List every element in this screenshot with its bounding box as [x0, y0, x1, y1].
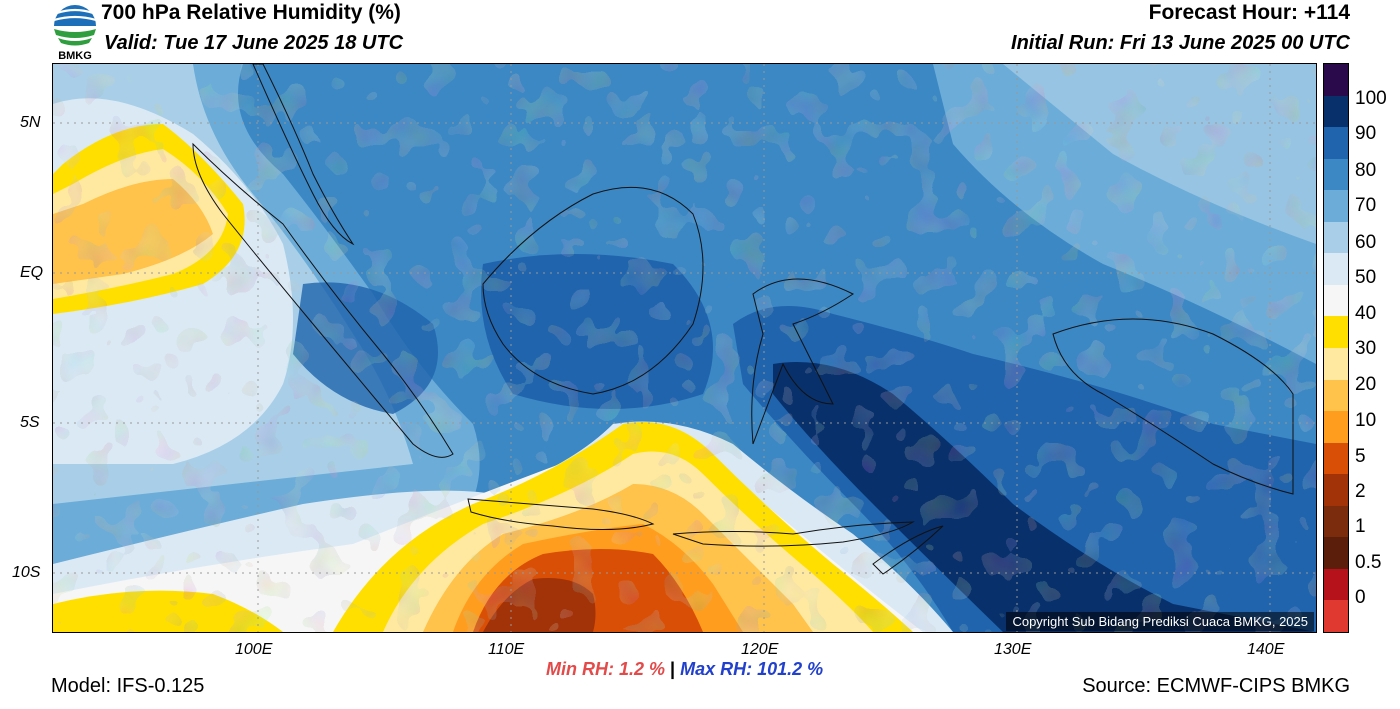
colorbar-label: 1 [1355, 516, 1366, 537]
lon-tick-140e: 140E [1247, 641, 1285, 658]
colorbar-segment [1324, 316, 1348, 349]
initial-run: Initial Run: Fri 13 June 2025 00 UTC [1011, 32, 1350, 54]
bmkg-logo-icon: BMKG [53, 5, 97, 62]
colorbar-label: 90 [1355, 123, 1377, 144]
colorbar-segment [1324, 158, 1348, 191]
colorbar-label: 2 [1355, 481, 1366, 502]
min-rh: Min RH: 1.2 % [546, 659, 666, 679]
model-label: Model: IFS-0.125 [51, 675, 205, 697]
colorbar-segment [1324, 284, 1348, 317]
colorbar-segment [1324, 379, 1348, 412]
lat-tick-10s: 10S [12, 564, 41, 581]
humidity-map [52, 63, 1317, 633]
colorbar-segment [1324, 442, 1348, 475]
colorbar-label: 30 [1355, 338, 1377, 359]
colorbar-label: 70 [1355, 195, 1377, 216]
colorbar-label: 50 [1355, 267, 1377, 288]
lon-tick-120e: 120E [741, 641, 779, 658]
colorbar-segment [1324, 348, 1348, 381]
colorbar-label: 60 [1355, 232, 1377, 253]
lat-tick-5n: 5N [20, 114, 41, 131]
colorbar-segment [1324, 190, 1348, 223]
colorbar [1323, 63, 1349, 633]
colorbar-segment [1324, 505, 1348, 538]
logo-text: BMKG [58, 50, 92, 62]
lat-tick-5s: 5S [20, 414, 40, 431]
sumatra-coast [192, 142, 454, 458]
colorbar-segment [1324, 600, 1348, 633]
colorbar-segment [1324, 411, 1348, 444]
colorbar-segment [1324, 474, 1348, 507]
min-max-separator: | [670, 659, 676, 679]
copyright-notice: Copyright Sub Bidang Prediksi Cuaca BMKG… [1006, 612, 1314, 631]
lon-tick-100e: 100E [235, 641, 273, 658]
colorbar-label: 100 [1355, 88, 1387, 109]
colorbar-label: 0 [1355, 587, 1366, 608]
lat-tick-eq: EQ [20, 264, 44, 281]
colorbar-segment [1324, 95, 1348, 128]
forecast-hour: Forecast Hour: +114 [1148, 1, 1350, 24]
colorbar-segment [1324, 64, 1348, 97]
min-max-readout: Min RH: 1.2 % | Max RH: 101.2 % [546, 659, 823, 680]
source-label: Source: ECMWF-CIPS BMKG [1082, 675, 1350, 697]
colorbar-label: 0.5 [1355, 552, 1382, 573]
colorbar-segment [1324, 568, 1348, 601]
timor-coast [872, 525, 944, 575]
papua-coast [1052, 318, 1294, 495]
colorbar-label: 5 [1355, 446, 1366, 467]
nusa-tenggara-coast [672, 521, 915, 547]
chart-title: 700 hPa Relative Humidity (%) [101, 1, 401, 24]
valid-time: Valid: Tue 17 June 2025 18 UTC [104, 32, 404, 54]
colorbar-segment [1324, 221, 1348, 254]
colorbar-segment [1324, 127, 1348, 160]
bmkg-logo: BMKG [50, 0, 100, 62]
colorbar-segment [1324, 253, 1348, 286]
colorbar-label: 80 [1355, 160, 1377, 181]
colorbar-label: 40 [1355, 303, 1377, 324]
colorbar-label: 20 [1355, 374, 1377, 395]
colorbar-label: 10 [1355, 410, 1377, 431]
colorbar-segment [1324, 537, 1348, 570]
lon-tick-110e: 110E [488, 641, 525, 658]
borneo-coast [482, 186, 704, 395]
lon-tick-130e: 130E [994, 641, 1032, 658]
malay-peninsula-coast [252, 64, 355, 246]
sulawesi-coast [751, 278, 854, 445]
humidity-field [53, 64, 1316, 632]
max-rh: Max RH: 101.2 % [680, 659, 824, 679]
java-coast [467, 498, 655, 531]
